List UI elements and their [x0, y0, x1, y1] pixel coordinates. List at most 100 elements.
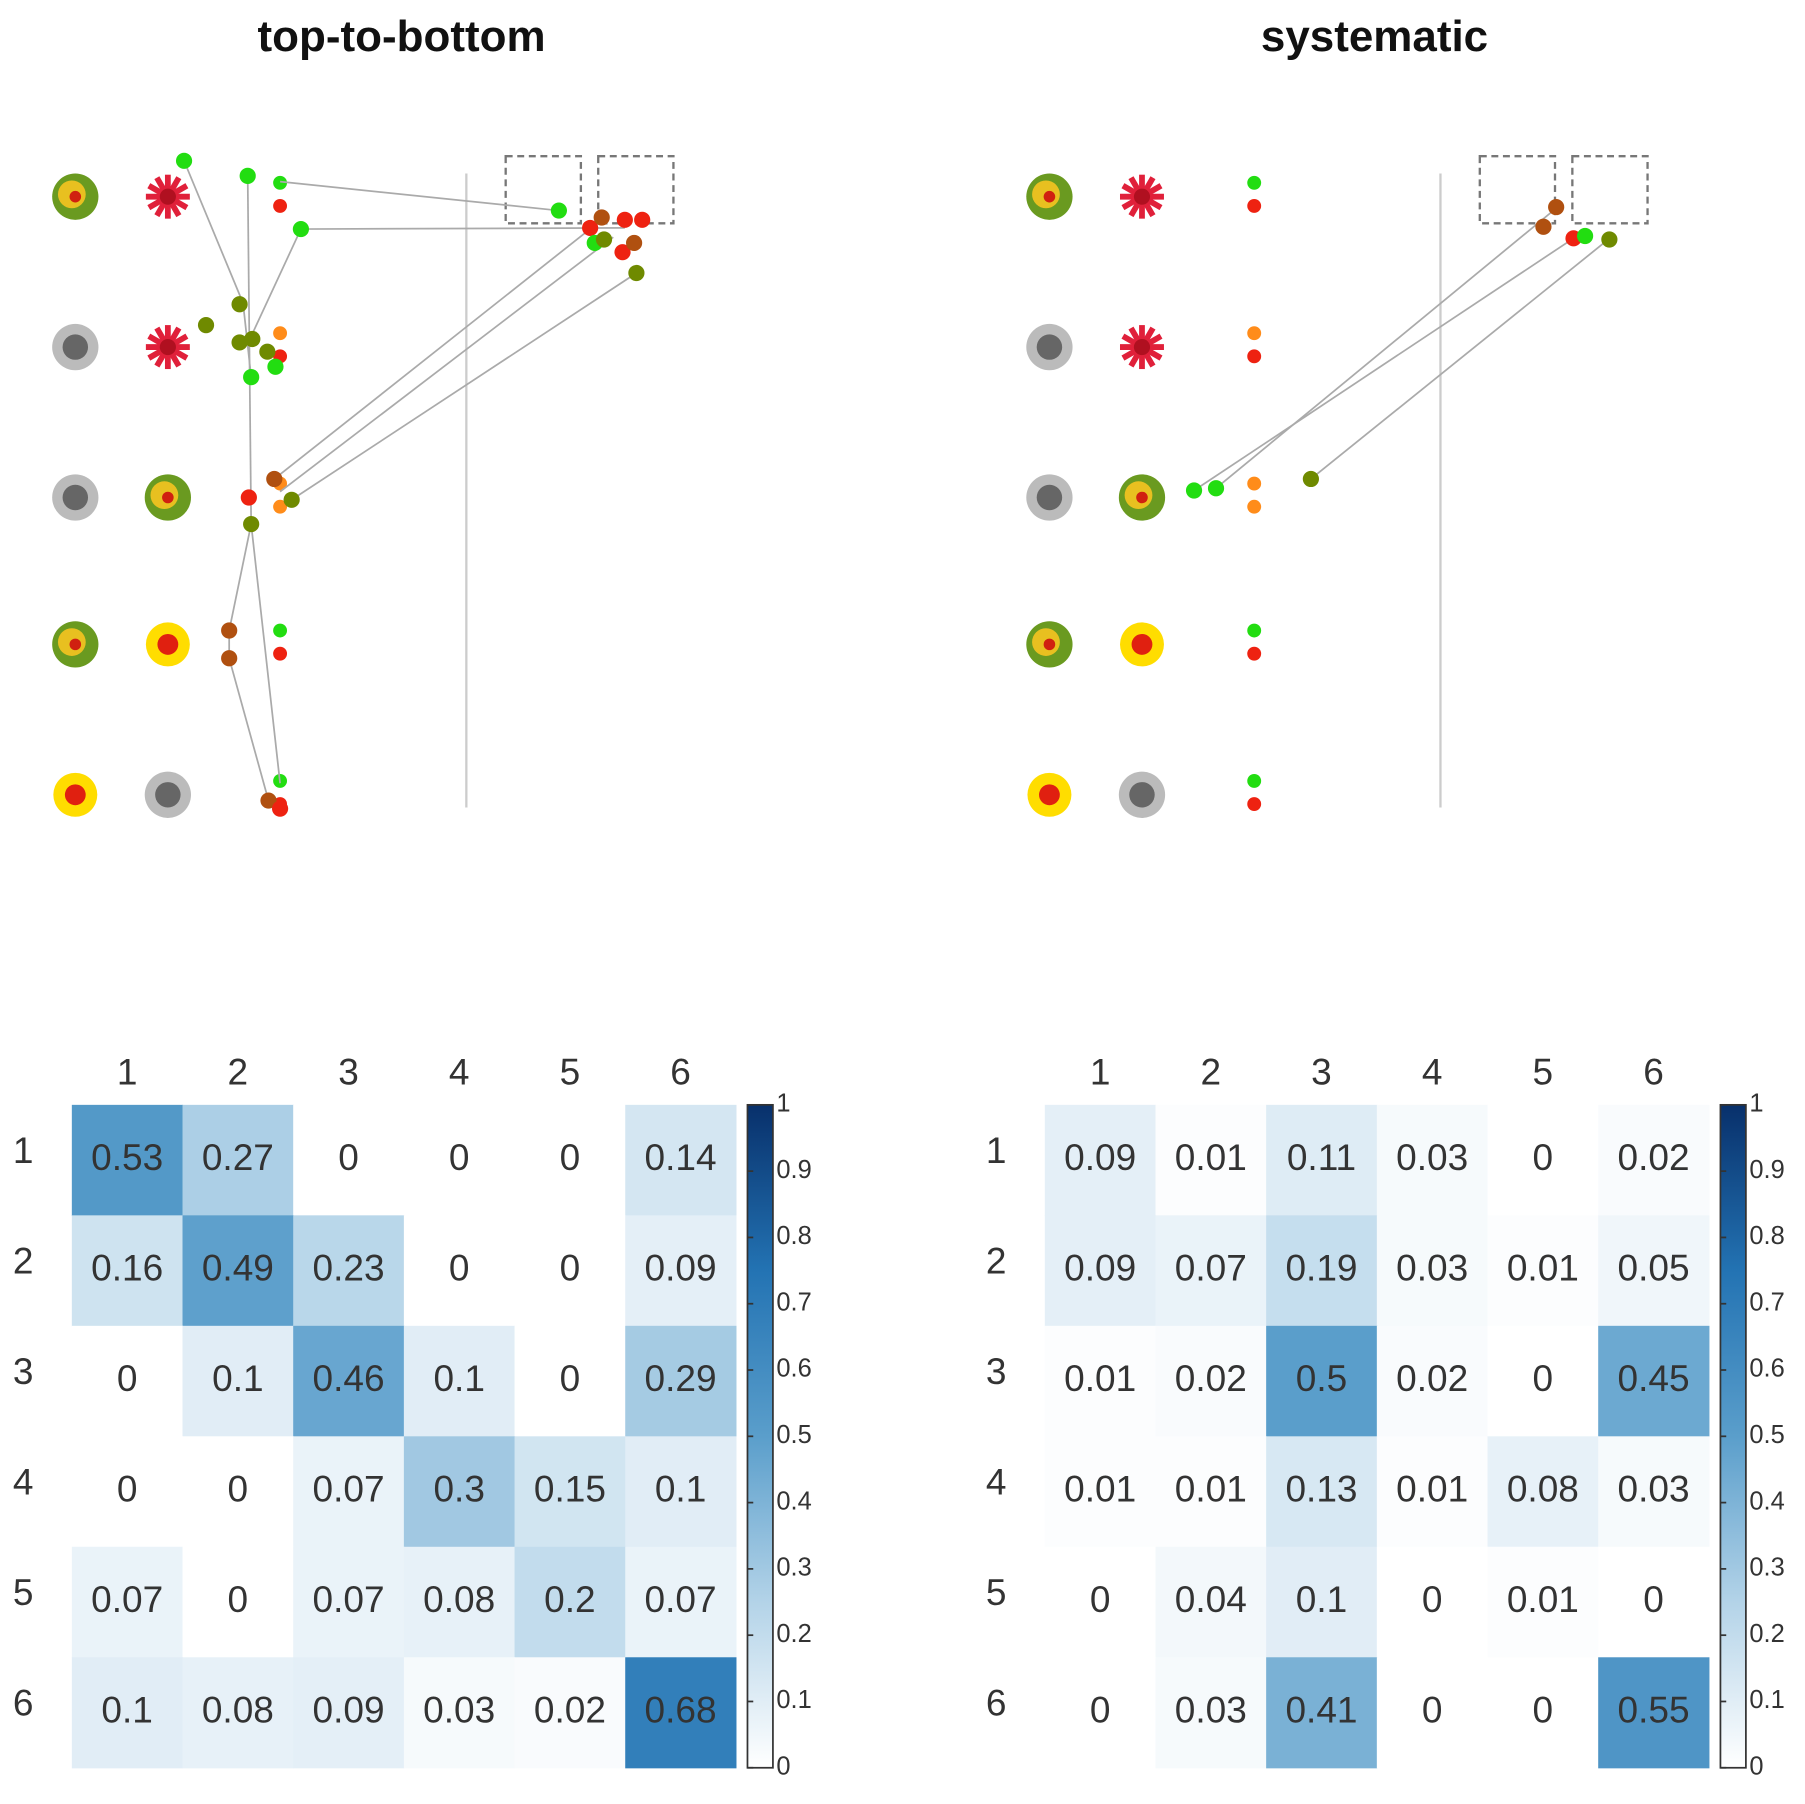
heatmap-cell	[403, 1436, 516, 1548]
cell-label: 0.01	[1175, 1136, 1247, 1178]
cell-label: 0.1	[433, 1357, 484, 1399]
icon	[162, 491, 174, 504]
x-tick-label: 6	[670, 1051, 691, 1093]
indicator	[273, 499, 288, 514]
heatmap-cell	[293, 1104, 405, 1216]
fixation	[271, 800, 289, 817]
heatmap-cell	[293, 1546, 405, 1658]
cell-label: 0.01	[1396, 1467, 1468, 1509]
cell-label: 0.15	[534, 1467, 606, 1509]
cell-label: 0	[338, 1136, 359, 1178]
heatmap-cell	[625, 1546, 737, 1658]
trajectory	[228, 523, 253, 631]
trajectory	[228, 658, 270, 801]
colorbar-label: 0.6	[776, 1355, 811, 1383]
indicator	[1247, 773, 1262, 788]
heatmap-cell	[71, 1657, 184, 1769]
heatmap-cell	[1155, 1657, 1267, 1769]
indicator	[1247, 623, 1262, 638]
fixation	[1302, 470, 1319, 488]
heatmap-cell	[1155, 1436, 1267, 1548]
colorbar-label: 0.1	[1749, 1686, 1784, 1714]
panel-title: top-to-bottom	[258, 12, 546, 61]
heatmap-cell	[1376, 1104, 1489, 1216]
heatmap-cell	[1266, 1104, 1378, 1216]
icon	[1129, 782, 1155, 808]
heatmap-cell	[625, 1325, 737, 1437]
cell-label: 0	[449, 1136, 470, 1178]
heatmap-cell	[1266, 1325, 1378, 1437]
cell-label: 0.68	[645, 1688, 717, 1730]
cell-label: 0.07	[645, 1578, 717, 1620]
fixation	[634, 211, 651, 228]
heatmap-cell	[514, 1104, 626, 1216]
indicator	[273, 198, 288, 213]
heatmap-cell	[293, 1436, 405, 1548]
fixation	[267, 358, 284, 375]
heatmap-cell	[1598, 1104, 1710, 1216]
indicator	[1247, 198, 1262, 213]
x-tick-label: 4	[449, 1051, 470, 1093]
cell-label: 0.03	[1175, 1688, 1247, 1730]
heatmap-cell	[1155, 1546, 1267, 1658]
colorbar-label: 0.1	[776, 1686, 811, 1714]
heatmap-cell	[1155, 1325, 1267, 1437]
heatmap-cell	[1598, 1325, 1710, 1437]
cell-label: 0.1	[655, 1467, 706, 1509]
heatmap-cell	[1487, 1215, 1599, 1327]
cell-label: 0.09	[313, 1688, 385, 1730]
cell-label: 0	[560, 1136, 581, 1178]
heatmap-cell	[403, 1657, 516, 1769]
y-tick-label: 3	[13, 1350, 34, 1392]
heatmap-cell	[182, 1546, 294, 1658]
icon	[1036, 484, 1063, 511]
target-box	[597, 155, 675, 225]
cell-label: 0.02	[1175, 1357, 1247, 1399]
trajectory	[1215, 207, 1557, 489]
panel-title: systematic	[1261, 12, 1488, 61]
heatmap-cell	[1376, 1436, 1489, 1548]
indicator	[273, 646, 288, 661]
fixation	[221, 622, 238, 639]
cell-label: 0.07	[91, 1578, 163, 1620]
heatmap-cell	[293, 1325, 405, 1437]
colorbar-label: 0.9	[1749, 1156, 1784, 1184]
trajectory	[183, 160, 244, 304]
icon	[69, 638, 82, 651]
heatmap-cell	[182, 1215, 294, 1327]
cell-label: 0.1	[212, 1357, 263, 1399]
heatmap-cell	[1598, 1436, 1710, 1548]
colorbar-label: 1	[776, 1090, 790, 1118]
heatmap-cell	[625, 1104, 737, 1216]
cell-label: 0	[1533, 1357, 1554, 1399]
cell-label: 0.01	[1507, 1246, 1579, 1288]
heatmap-cell	[1376, 1325, 1489, 1437]
heatmap-cell	[1598, 1215, 1710, 1327]
indicator	[273, 623, 288, 638]
heatmap-cell	[514, 1325, 626, 1437]
cell-label: 0	[560, 1357, 581, 1399]
cell-label: 0.29	[645, 1357, 717, 1399]
fixation	[595, 231, 613, 248]
heatmap-cell	[1044, 1104, 1157, 1216]
heatmap-cell	[71, 1104, 184, 1216]
trajectory	[1193, 237, 1574, 492]
target-box	[1478, 155, 1557, 225]
colorbar-label: 0.3	[776, 1554, 811, 1582]
cell-label: 0	[449, 1246, 470, 1288]
target-box	[1571, 155, 1649, 225]
cell-label: 0.01	[1175, 1467, 1247, 1509]
cell-label: 0.09	[1064, 1136, 1136, 1178]
cell-label: 0	[1090, 1578, 1111, 1620]
fixation	[239, 167, 256, 184]
indicator	[273, 175, 288, 190]
heatmap-cell	[403, 1104, 516, 1216]
cell-label: 0.1	[101, 1688, 152, 1730]
cell-label: 0.55	[1618, 1688, 1690, 1730]
heatmap-cell	[514, 1215, 626, 1327]
fixation	[593, 209, 610, 226]
cell-label: 0.23	[313, 1246, 385, 1288]
heatmap-cell	[1487, 1325, 1599, 1437]
y-tick-label: 4	[13, 1460, 34, 1502]
x-tick-label: 5	[1533, 1051, 1554, 1093]
